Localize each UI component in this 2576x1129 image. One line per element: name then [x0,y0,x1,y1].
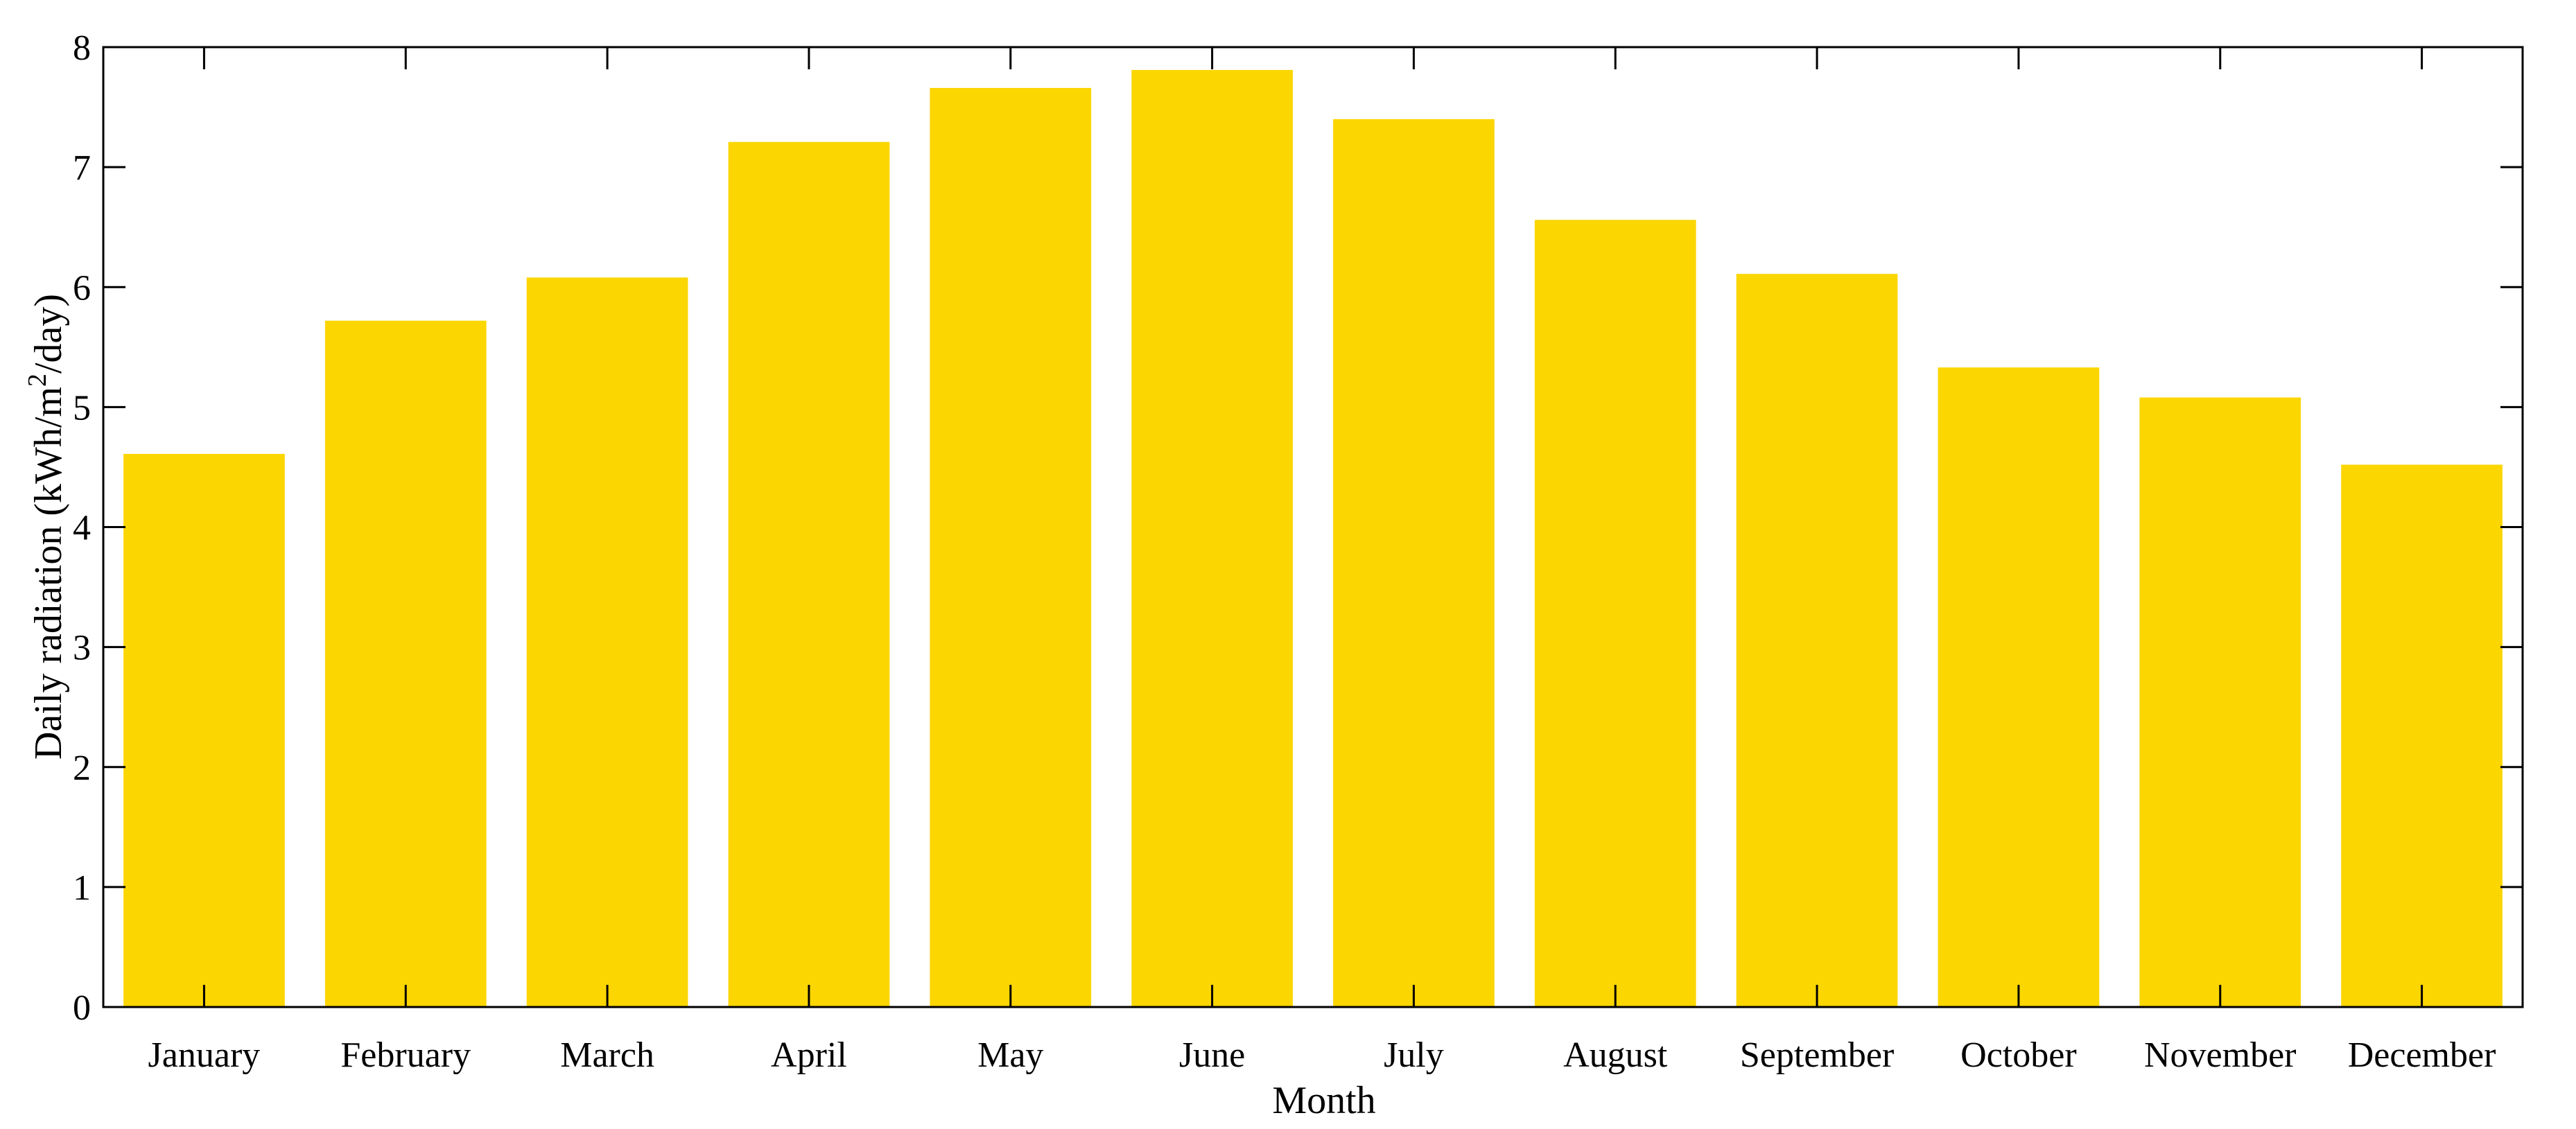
x-tick-label: December [2348,1035,2496,1075]
y-tick-label: 4 [73,509,91,548]
x-tick-label: August [1563,1035,1668,1075]
x-tick-label: March [560,1035,654,1075]
y-tick-label: 8 [73,28,91,68]
bar-july [1333,119,1495,1007]
y-tick-label: 6 [73,268,91,308]
y-tick-label: 7 [73,148,91,188]
labels-layer: January February March April May June July Augu… [73,28,2496,1075]
x-tick-label: May [977,1035,1043,1075]
y-axis-title-suffix: /day) [27,294,70,374]
x-tick-label: January [148,1035,261,1075]
x-tick-label: June [1179,1035,1245,1075]
bar-august [1534,220,1696,1007]
y-axis-title-superscript: 2 [23,374,52,387]
bars-layer [123,69,2503,1008]
x-tick-label: September [1740,1035,1894,1075]
bar-november [2139,397,2301,1007]
x-tick-label: July [1384,1035,1444,1075]
y-tick-label: 1 [73,868,91,908]
bar-september [1736,274,1898,1008]
y-axis-title-main: Daily radiation (kWh/m [27,387,70,760]
bar-october [1938,367,2100,1007]
x-tick-label: November [2144,1035,2296,1075]
x-axis-title: Month [1272,1079,1375,1122]
bar-december [2341,464,2503,1007]
x-tick-label: February [340,1035,471,1075]
y-tick-label: 3 [73,629,91,668]
x-tick-label: October [1960,1035,2076,1075]
x-tick-label: April [771,1035,847,1075]
bar-february [324,320,487,1007]
y-tick-label: 2 [73,749,91,788]
y-axis-title: Daily radiation (kWh/m2/day) [23,294,70,760]
y-tick-label: 5 [73,388,91,428]
ticks-layer [103,46,2523,1008]
bar-january [123,453,285,1007]
y-tick-label: 0 [73,988,91,1028]
bar-may [930,87,1092,1007]
bar-april [728,141,890,1007]
bar-march [526,277,688,1007]
bar-june [1131,69,1293,1007]
